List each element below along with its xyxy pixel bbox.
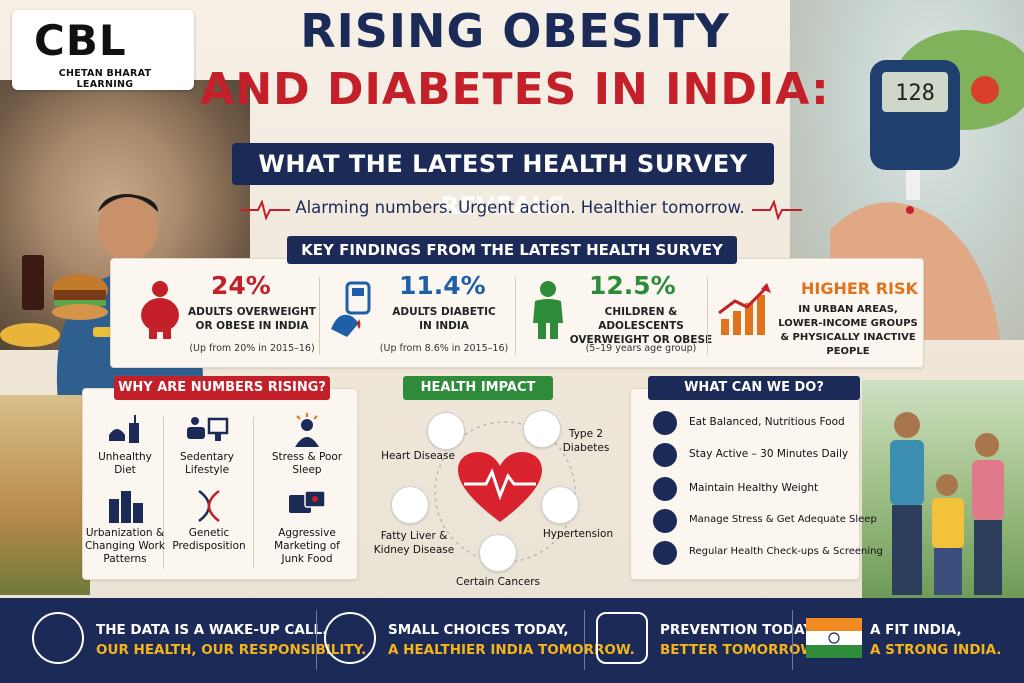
finding-desc: ADULTS OVERWEIGHT OR OBESE IN INDIA bbox=[188, 306, 316, 332]
finding-note: (5–19 years age group) bbox=[585, 343, 697, 354]
divider bbox=[319, 277, 320, 355]
impact-fatty-liver: Fatty Liver & bbox=[380, 530, 448, 542]
cause-marketing: Aggressive Marketing of Junk Food bbox=[259, 489, 355, 566]
finding-desc: ADULTS DIABETIC IN INDIA bbox=[392, 306, 496, 332]
finding-value: 12.5% bbox=[589, 271, 676, 300]
finding-overweight: 24% ADULTS OVERWEIGHT OR OBESE IN INDIA (… bbox=[137, 271, 317, 361]
finding-note: (Up from 20% in 2015–16) bbox=[189, 343, 315, 354]
cause-stress-sleep: Stress & Poor Sleep bbox=[259, 413, 355, 477]
impact-type2: Type 2 bbox=[568, 428, 604, 440]
ecg-line-icon bbox=[752, 200, 802, 220]
logo-subtitle: CHETAN BHARAT LEARNING bbox=[58, 68, 152, 90]
kidney-icon bbox=[391, 486, 429, 524]
footer-banner: THE DATA IS A WAKE-UP CALL. OUR HEALTH, … bbox=[0, 598, 1024, 683]
junk-food-photo bbox=[0, 255, 108, 347]
cancer-ribbon-icon bbox=[479, 534, 517, 572]
impact-hypertension: Hypertension bbox=[542, 528, 614, 540]
brand-logo[interactable]: CBL CHETAN BHARAT LEARNING bbox=[12, 10, 194, 90]
title-line-1: RISING OBESITY bbox=[300, 4, 730, 58]
what-can-we-do-header: WHAT CAN WE DO? bbox=[648, 376, 860, 400]
why-rising-header: WHY ARE NUMBERS RISING? bbox=[114, 376, 330, 400]
finding-note: (Up from 8.6% in 2015–16) bbox=[379, 343, 509, 354]
community-icon bbox=[32, 612, 84, 664]
impact-ring bbox=[434, 421, 576, 563]
impact-kidney-disease: Kidney Disease bbox=[373, 544, 455, 556]
key-findings-panel: 24% ADULTS OVERWEIGHT OR OBESE IN INDIA (… bbox=[110, 258, 924, 368]
finding-higher-risk: HIGHER RISK IN URBAN AREAS, LOWER-INCOME … bbox=[717, 271, 922, 361]
finding-value: 11.4% bbox=[399, 271, 486, 300]
finding-desc: CHILDREN & ADOLESCENTS OVERWEIGHT OR OBES… bbox=[569, 306, 713, 346]
logo-mark: CBL bbox=[34, 16, 127, 65]
family-photo bbox=[862, 380, 1024, 600]
junk-food-icon bbox=[109, 415, 139, 443]
tagline: Alarming numbers. Urgent action. Healthi… bbox=[295, 198, 745, 217]
ecg-line-icon bbox=[240, 200, 290, 220]
cause-unhealthy-diet: Unhealthy Diet bbox=[85, 413, 165, 477]
impact-diabetes: Diabetes bbox=[562, 442, 610, 454]
stethoscope-icon bbox=[541, 486, 579, 524]
shield-cross-icon bbox=[596, 612, 648, 664]
advertising-icon bbox=[289, 490, 326, 513]
india-flag-icon bbox=[806, 618, 862, 658]
divider bbox=[253, 417, 254, 569]
why-rising-panel: Unhealthy Diet Sedentary Lifestyle Stress … bbox=[82, 388, 358, 580]
heart-hands-icon bbox=[324, 612, 376, 664]
rising-chart-icon bbox=[718, 283, 771, 335]
tv-couch-icon bbox=[187, 417, 229, 441]
svg-text:128: 128 bbox=[895, 81, 935, 106]
scale-icon bbox=[653, 477, 677, 501]
diabetes-drop-icon bbox=[523, 410, 561, 448]
divider bbox=[707, 277, 708, 355]
heart-monitor-icon bbox=[653, 541, 677, 565]
family-illustration bbox=[890, 412, 1004, 595]
divider bbox=[163, 417, 164, 569]
child-icon bbox=[533, 281, 563, 339]
glucose-test-icon bbox=[331, 281, 371, 337]
divider bbox=[515, 277, 516, 355]
bed-icon bbox=[653, 509, 677, 533]
health-impact-header: HEALTH IMPACT bbox=[403, 376, 553, 400]
finding-value: HIGHER RISK bbox=[801, 279, 918, 298]
cause-urbanization: Urbanization & Changing Work Patterns bbox=[83, 489, 167, 566]
city-buildings-icon bbox=[109, 491, 143, 523]
heart-organ-icon bbox=[427, 412, 465, 450]
stressed-person-icon bbox=[295, 413, 319, 447]
apple-icon bbox=[653, 411, 677, 435]
divider bbox=[584, 610, 585, 670]
dna-icon bbox=[198, 490, 220, 522]
finding-diabetic: 11.4% ADULTS DIABETIC IN INDIA (Up from 8… bbox=[329, 271, 514, 361]
key-findings-header: KEY FINDINGS FROM THE LATEST HEALTH SURV… bbox=[287, 236, 737, 264]
finding-desc: IN URBAN AREAS, LOWER-INCOME GROUPS & PHYS… bbox=[778, 304, 918, 357]
heart-pulse-icon bbox=[458, 452, 542, 522]
obese-person-icon bbox=[141, 281, 179, 339]
subtitle-banner: WHAT THE LATEST HEALTH SURVEY REVEALS bbox=[232, 143, 774, 220]
impact-heart-disease: Heart Disease bbox=[381, 450, 455, 462]
divider bbox=[792, 610, 793, 670]
impact-cancers: Certain Cancers bbox=[455, 576, 540, 588]
cause-sedentary: Sedentary Lifestyle bbox=[167, 413, 247, 477]
cause-genetic: Genetic Predisposition bbox=[167, 489, 251, 553]
divider bbox=[316, 610, 317, 670]
runner-icon bbox=[653, 443, 677, 467]
finding-value: 24% bbox=[211, 271, 271, 300]
park-scene-left bbox=[0, 395, 90, 595]
title-line-2: AND DIABETES IN INDIA: bbox=[200, 64, 830, 115]
finding-children: 12.5% CHILDREN & ADOLESCENTS OVERWEIGHT O… bbox=[525, 271, 712, 361]
what-can-we-do-panel: Eat Balanced, Nutritious Food Stay Activ… bbox=[630, 388, 883, 580]
